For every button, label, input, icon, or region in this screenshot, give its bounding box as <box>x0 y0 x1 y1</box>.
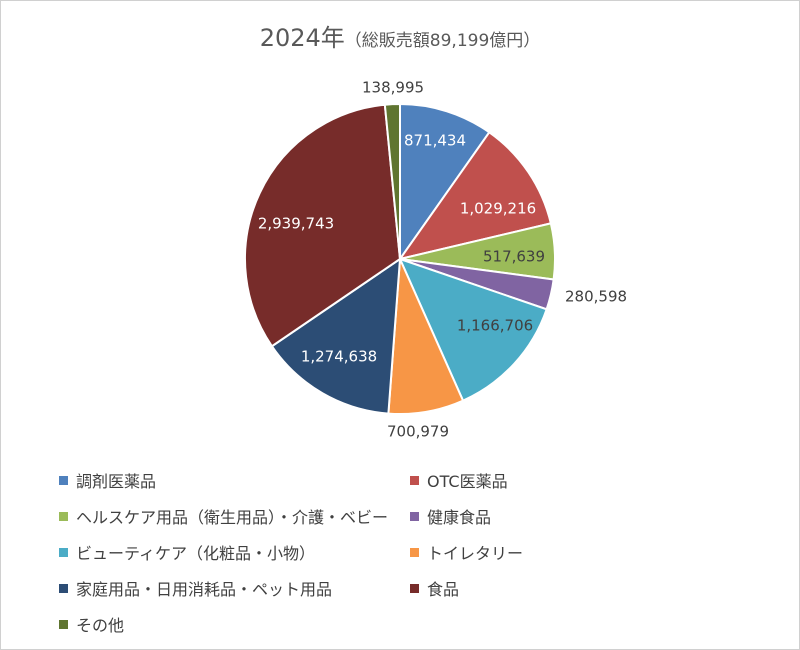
data-label-2: 1,029,216 <box>460 200 536 218</box>
pie-slice-2 <box>397 130 553 261</box>
data-label-9: 138,995 <box>362 79 424 97</box>
data-label-4: 280,598 <box>565 288 627 306</box>
chart-title: 2024年（総販売額89,199億円） <box>0 18 800 53</box>
data-label-1: 871,434 <box>404 132 466 150</box>
pie-slice-1 <box>399 102 491 263</box>
pie-slice-8 <box>244 103 402 348</box>
pie-slice-5 <box>398 257 548 402</box>
data-label-5: 1,166,706 <box>457 317 533 335</box>
pie-slice-7 <box>270 257 402 415</box>
pie-slice-9 <box>383 102 401 260</box>
data-label-6: 700,979 <box>387 423 449 441</box>
data-label-8: 2,939,743 <box>258 215 334 233</box>
data-label-3: 517,639 <box>483 248 545 266</box>
data-label-7: 1,274,638 <box>301 348 377 366</box>
chart-subtitle: （総販売額89,199億円） <box>344 31 541 51</box>
chart-title-main: 2024年 <box>259 24 345 52</box>
